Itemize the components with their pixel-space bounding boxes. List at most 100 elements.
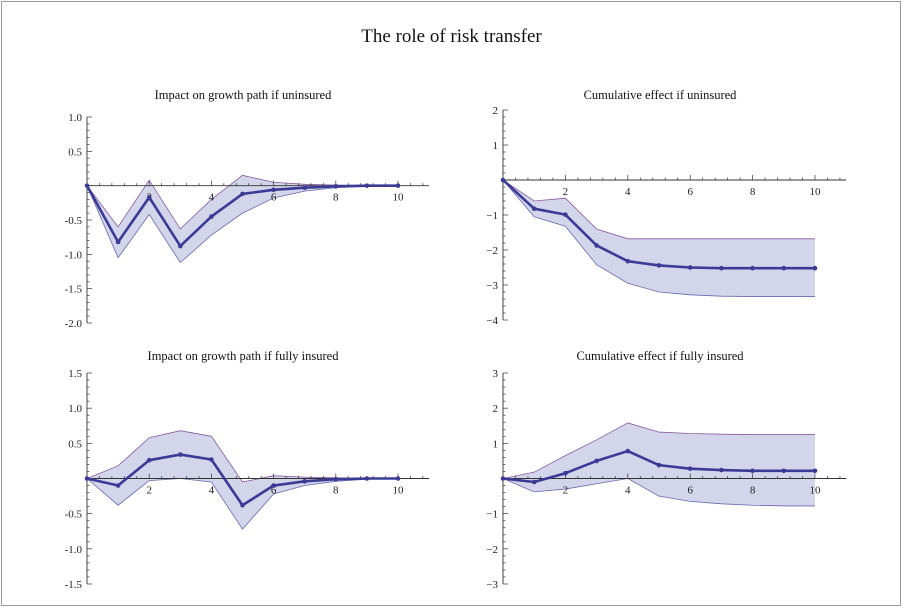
y-tick-label: −1: [486, 210, 498, 222]
data-point: [115, 239, 121, 245]
data-point: [812, 468, 818, 474]
data-point: [302, 185, 308, 191]
data-point: [500, 476, 506, 481]
data-point: [364, 476, 370, 481]
y-tick-label: 1.0: [68, 403, 82, 415]
y-tick-label: 1.0: [68, 112, 82, 124]
data-point: [625, 258, 631, 264]
figure-title: The role of risk transfer: [361, 26, 542, 47]
data-point: [364, 183, 370, 188]
x-tick-label: 10: [393, 485, 405, 497]
data-point: [178, 452, 183, 457]
x-tick-label: 4: [209, 192, 215, 204]
x-tick-label: 10: [393, 192, 405, 204]
x-tick-label: 8: [333, 192, 339, 204]
data-point: [395, 476, 401, 481]
band-lower-edge: [502, 179, 815, 297]
x-tick-label: 6: [271, 192, 277, 204]
data-point: [687, 265, 693, 270]
y-tick-label: -1.5: [65, 579, 83, 591]
y-tick-label: 3: [493, 368, 499, 380]
x-tick-label: 4: [625, 186, 631, 198]
data-point: [395, 183, 401, 188]
y-tick-label: 2: [493, 403, 499, 415]
panel-title: Impact on growth path if fully insured: [148, 349, 340, 363]
data-point: [84, 183, 90, 188]
data-point: [84, 476, 90, 481]
panel-impact-insured: Impact on growth path if fully insured 1.…: [65, 349, 430, 591]
y-tick-label: -0.5: [65, 215, 83, 227]
band-upper-edge: [502, 422, 815, 479]
data-point: [302, 479, 308, 484]
data-point: [594, 458, 599, 464]
data-point: [333, 476, 339, 482]
x-tick-label: 4: [625, 485, 631, 497]
data-point: [146, 457, 152, 463]
x-tick-label: 2: [146, 485, 152, 497]
data-point: [500, 177, 506, 183]
x-tick-label: 8: [750, 186, 756, 198]
y-tick-label: −3: [486, 579, 498, 591]
panel-title: Cumulative effect if uninsured: [584, 88, 738, 102]
data-point: [178, 243, 183, 249]
data-point: [115, 483, 121, 488]
panel-title: Cumulative effect if fully insured: [576, 349, 744, 363]
data-point: [271, 187, 276, 193]
y-tick-label: 2: [493, 105, 499, 117]
data-point: [531, 479, 537, 485]
panel-cumulative-uninsured: Cumulative effect if uninsured 2 1 −1 −2 −3 −4…: [486, 88, 847, 327]
panel-impact-uninsured: Impact on growth path if uninsured 1.0 0.5…: [65, 88, 430, 330]
y-tick-label: 1: [493, 438, 499, 450]
data-point: [146, 195, 152, 200]
data-point: [781, 265, 787, 271]
data-point: [271, 483, 276, 488]
confidence-band: [87, 430, 398, 530]
x-tick-label: 6: [687, 485, 693, 497]
data-point: [209, 457, 214, 462]
data-point: [687, 466, 693, 471]
data-point: [750, 468, 755, 474]
y-tick-label: 1: [493, 140, 499, 152]
y-tick-label: -0.5: [65, 509, 83, 521]
x-tick-label: 2: [563, 186, 569, 198]
data-point: [719, 265, 724, 271]
y-tick-label: -1.0: [65, 544, 83, 556]
y-tick-label: −1: [486, 509, 498, 521]
y-tick-label: 1.5: [68, 368, 82, 380]
data-point: [209, 214, 214, 219]
x-tick-label: 10: [810, 485, 822, 497]
panel-title: Impact on growth path if uninsured: [155, 88, 332, 102]
x-tick-label: 8: [333, 485, 339, 497]
x-tick-label: 6: [271, 485, 277, 497]
data-point: [656, 462, 662, 468]
band-lower-edge: [86, 478, 399, 530]
panel-cumulative-insured: Cumulative effect if fully insured 3 2 1 −1 −…: [486, 349, 847, 591]
data-point: [531, 206, 537, 211]
data-point: [563, 212, 568, 217]
data-point: [333, 184, 339, 189]
x-tick-label: 10: [810, 186, 822, 198]
y-tick-label: −4: [486, 315, 498, 327]
x-tick-label: 8: [750, 485, 756, 497]
data-point: [240, 502, 245, 508]
band-upper-edge: [502, 179, 815, 240]
band-lower-edge: [502, 478, 815, 507]
x-tick-label: 6: [687, 186, 693, 198]
data-point: [719, 467, 724, 473]
y-tick-label: −2: [486, 544, 498, 556]
y-tick-label: −3: [486, 280, 498, 292]
y-tick-label: -2.0: [65, 318, 83, 330]
confidence-band: [503, 180, 815, 297]
x-tick-label: 4: [209, 485, 215, 497]
data-point: [240, 191, 245, 197]
data-point: [812, 265, 818, 271]
data-point: [625, 448, 631, 454]
y-tick-label: -1.0: [65, 249, 83, 261]
x-tick-label: 2: [563, 485, 569, 497]
data-point: [563, 470, 568, 476]
y-tick-label: -1.5: [65, 284, 83, 296]
y-tick-label: −2: [486, 245, 498, 257]
data-point: [781, 468, 787, 474]
data-point: [656, 263, 662, 268]
